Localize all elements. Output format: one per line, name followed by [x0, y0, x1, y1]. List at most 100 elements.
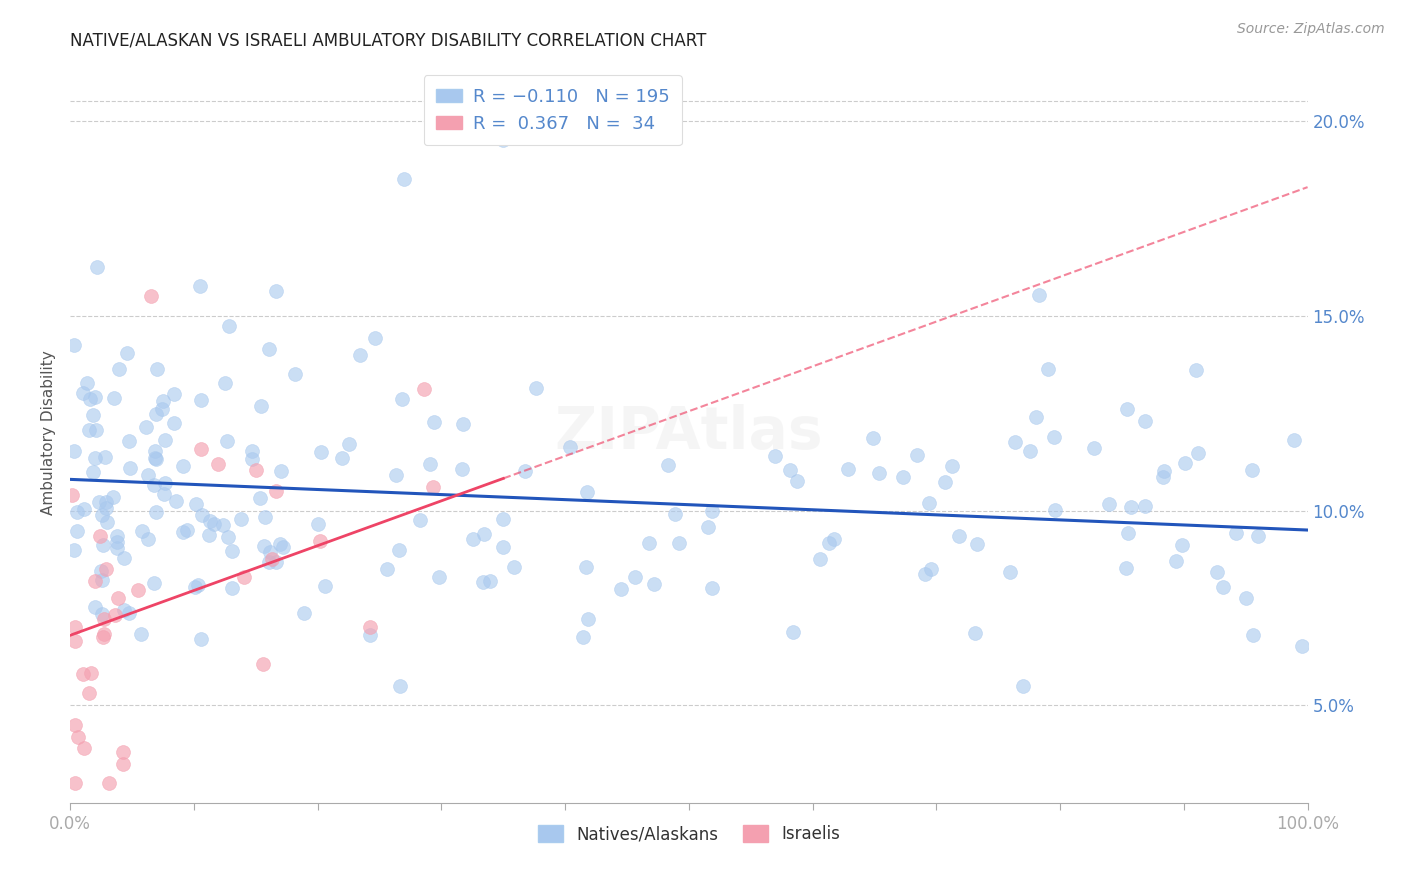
Point: [1240, 463, 1263, 477]
Point: [115, 345, 138, 359]
Point: [165, 494, 187, 508]
Point: [253, 539, 276, 553]
Point: [700, 581, 723, 595]
Point: [292, 606, 315, 620]
Point: [145, 407, 167, 421]
Point: [183, 580, 205, 594]
Point: [86, 260, 108, 274]
Point: [391, 392, 413, 406]
Point: [187, 578, 209, 592]
Point: [862, 432, 884, 446]
Point: [264, 285, 287, 299]
Point: [1012, 679, 1035, 693]
Point: [576, 612, 599, 626]
Point: [145, 505, 167, 519]
Point: [893, 469, 915, 483]
Point: [515, 464, 537, 478]
Point: [105, 529, 128, 543]
Point: [77, 423, 100, 437]
Point: [934, 475, 956, 489]
Point: [197, 528, 219, 542]
Point: [135, 420, 157, 434]
Point: [1133, 414, 1156, 428]
Point: [143, 450, 166, 465]
Point: [118, 434, 141, 448]
Point: [66, 524, 89, 538]
Point: [264, 555, 287, 569]
Point: [118, 607, 141, 621]
Point: [394, 172, 416, 186]
Point: [479, 574, 502, 588]
Text: NATIVE/ALASKAN VS ISRAELI AMBULATORY DISABILITY CORRELATION CHART: NATIVE/ALASKAN VS ISRAELI AMBULATORY DIS…: [70, 32, 707, 50]
Point: [1004, 435, 1026, 450]
Point: [91, 508, 114, 522]
Point: [575, 485, 598, 500]
Point: [1184, 363, 1206, 377]
Point: [190, 442, 212, 456]
Point: [1153, 464, 1175, 478]
Point: [63, 620, 86, 634]
Point: [1291, 639, 1313, 653]
Point: [914, 567, 936, 582]
Point: [503, 560, 526, 574]
Point: [963, 626, 986, 640]
Point: [1115, 561, 1137, 575]
Point: [337, 437, 360, 451]
Point: [492, 512, 515, 526]
Point: [142, 478, 165, 492]
Point: [941, 459, 963, 474]
Point: [176, 524, 198, 538]
Point: [63, 444, 86, 458]
Point: [72, 385, 94, 400]
Point: [1152, 470, 1174, 484]
Point: [1028, 288, 1050, 302]
Point: [1118, 526, 1140, 541]
Point: [172, 458, 194, 473]
Point: [388, 543, 411, 558]
Point: [700, 504, 723, 518]
Point: [1212, 580, 1234, 594]
Point: [419, 457, 441, 471]
Point: [215, 434, 238, 449]
Point: [697, 520, 720, 534]
Point: [120, 461, 142, 475]
Point: [307, 517, 329, 532]
Point: [84, 599, 107, 614]
Point: [63, 338, 86, 352]
Point: [83, 390, 105, 404]
Point: [190, 393, 212, 408]
Point: [108, 362, 131, 376]
Point: [1119, 500, 1142, 514]
Point: [231, 512, 253, 526]
Point: [212, 518, 235, 533]
Point: [1043, 429, 1066, 443]
Point: [260, 551, 283, 566]
Point: [191, 508, 214, 522]
Point: [105, 541, 128, 555]
Point: [257, 342, 280, 356]
Point: [60, 487, 83, 501]
Point: [93, 626, 115, 640]
Point: [186, 498, 208, 512]
Point: [94, 450, 117, 464]
Point: [259, 545, 281, 559]
Point: [823, 533, 845, 547]
Point: [76, 376, 98, 391]
Point: [91, 630, 114, 644]
Point: [1284, 434, 1306, 448]
Point: [817, 536, 839, 550]
Point: [198, 514, 221, 528]
Point: [139, 289, 162, 303]
Point: [385, 467, 408, 482]
Point: [245, 463, 267, 477]
Point: [84, 423, 107, 437]
Point: [73, 502, 96, 516]
Point: [83, 574, 105, 589]
Point: [152, 394, 174, 409]
Point: [93, 612, 115, 626]
Point: [87, 495, 110, 509]
Point: [90, 607, 112, 621]
Point: [96, 562, 118, 576]
Point: [422, 416, 444, 430]
Point: [427, 570, 450, 584]
